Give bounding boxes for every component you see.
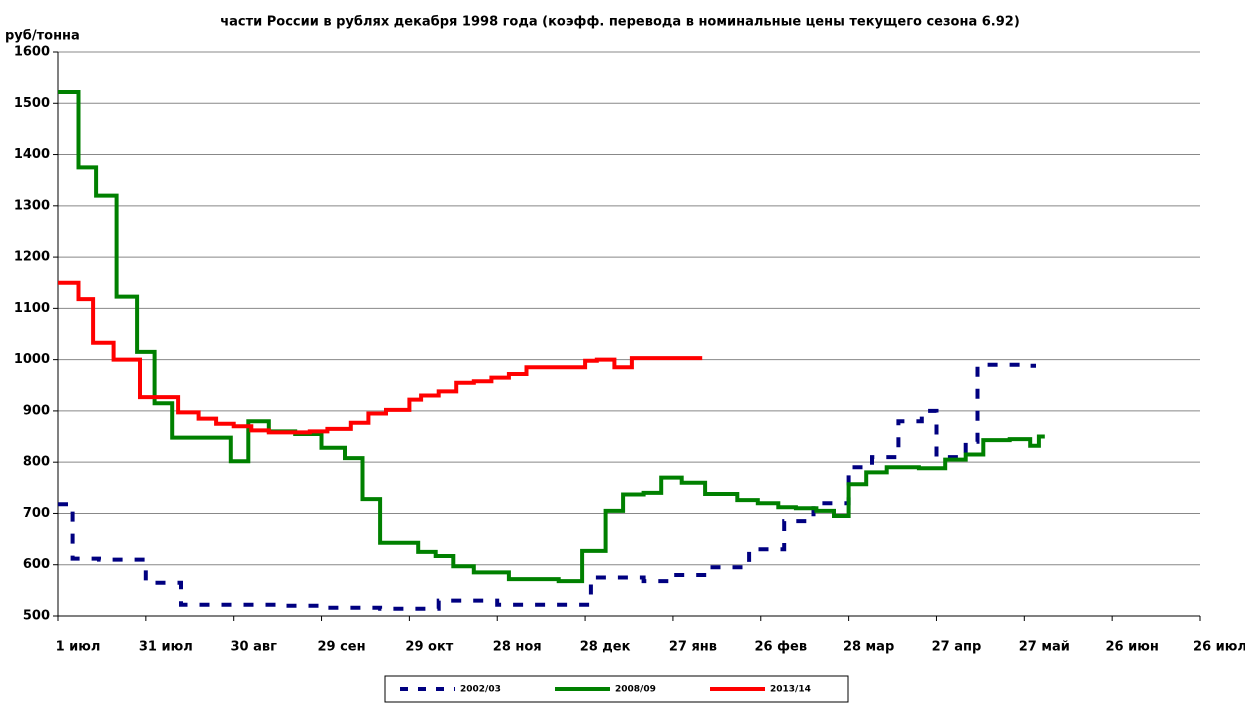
series-line: [58, 90, 1045, 584]
x-tick-label: 26 фев: [754, 640, 807, 655]
x-tick-label: 29 окт: [405, 640, 453, 655]
series-line: [58, 362, 1036, 611]
x-tick-label: 27 апр: [932, 640, 982, 655]
y-tick-label: 900: [23, 403, 50, 418]
x-tick-label: 29 сен: [317, 640, 365, 655]
y-axis-label: руб/тонна: [5, 29, 80, 44]
legend-label: 2013/14: [770, 685, 811, 695]
x-tick-label: 31 июл: [139, 640, 193, 655]
y-tick-label: 1600: [14, 45, 50, 60]
x-tick-label: 30 авг: [230, 640, 277, 655]
legend-label: 2002/03: [460, 685, 501, 695]
x-tick-label: 27 янв: [669, 640, 717, 655]
x-tick-label: 27 май: [1019, 640, 1070, 655]
y-tick-label: 700: [23, 506, 50, 521]
y-tick-label: 800: [23, 455, 50, 470]
chart-title: части России в рублях декабря 1998 года …: [220, 15, 1020, 30]
x-tick-label: 26 июл: [1193, 640, 1245, 655]
y-tick-label: 1100: [14, 301, 50, 316]
y-tick-label: 1000: [14, 352, 50, 367]
y-tick-label: 1400: [14, 147, 50, 162]
x-tick-label: 28 мар: [843, 640, 894, 655]
y-tick-label: 500: [23, 609, 50, 624]
x-tick-label: 28 ноя: [493, 640, 542, 655]
x-tick-label: 28 дек: [580, 640, 631, 655]
series-line: [58, 280, 703, 435]
legend-box: [384, 675, 849, 703]
x-tick-label: 1 июл: [56, 640, 101, 655]
y-tick-label: 1200: [14, 250, 50, 265]
y-tick-label: 1500: [14, 96, 50, 111]
y-tick-label: 1300: [14, 198, 50, 213]
y-tick-label: 600: [23, 557, 50, 572]
x-tick-label: 26 июн: [1105, 640, 1158, 655]
legend-label: 2008/09: [615, 685, 656, 695]
